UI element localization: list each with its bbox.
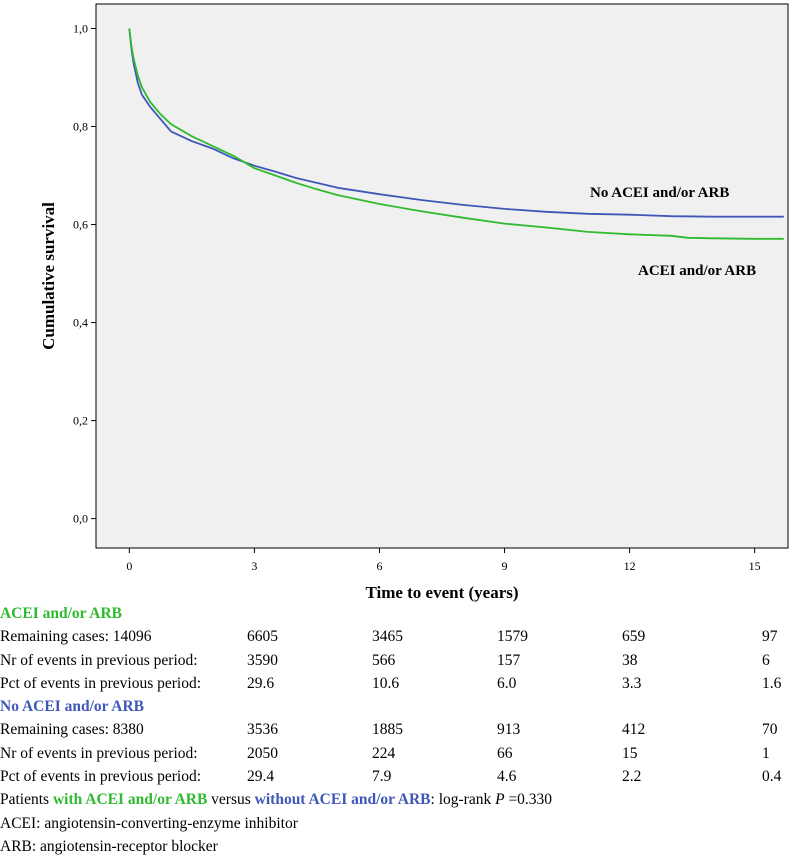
table-cell: 913	[497, 721, 521, 739]
table-cell: 3.3	[622, 674, 642, 692]
row-label: Pct of events in previous period:	[0, 674, 202, 692]
table-cell: 7.9	[372, 768, 392, 786]
table-cell: 3536	[247, 721, 278, 739]
table-row: Pct of events in previous period: 29.6 1…	[0, 672, 800, 695]
table-row: Nr of events in previous period: 3590 56…	[0, 649, 800, 672]
table-cell: 29.4	[247, 768, 275, 786]
x-tick-label: 12	[624, 559, 636, 573]
table-row: Remaining cases: 8380 3536 1885 913 412 …	[0, 718, 800, 741]
table-cell: 38	[622, 651, 638, 669]
logrank-without-group: without ACEI and/or ARB	[254, 791, 431, 809]
y-tick-label: 0,0	[73, 512, 88, 526]
series-label-acei: ACEI and/or ARB	[638, 263, 756, 279]
table-cell: 4.6	[497, 768, 517, 786]
x-tick-label: 3	[251, 559, 257, 573]
acei-definition: ACEI: angiotensin-converting-enzyme inhi…	[0, 814, 298, 832]
y-tick-label: 0,4	[73, 316, 88, 330]
group-header-acei: ACEI and/or ARB	[0, 602, 800, 625]
y-axis-title: Cumulative survival	[39, 202, 58, 350]
row-label: Remaining cases: 8380	[0, 721, 144, 739]
table-cell: 1579	[497, 628, 528, 646]
logrank-versus: versus	[207, 791, 255, 809]
table-cell: 2.2	[622, 768, 642, 786]
x-tick-label: 15	[749, 559, 761, 573]
y-tick-label: 1,0	[73, 22, 88, 36]
x-axis-title: Time to event (years)	[365, 583, 518, 602]
table-cell: 224	[372, 744, 396, 762]
table-cell: 1885	[372, 721, 403, 739]
table-cell: 10.6	[372, 674, 400, 692]
group-header-no-acei: No ACEI and/or ARB	[0, 695, 800, 718]
table-cell: 0.4	[762, 768, 782, 786]
y-tick-label: 0,6	[73, 218, 88, 232]
series-line-no-acei	[128, 28, 784, 218]
p-value: =0.330	[504, 791, 553, 809]
table-cell: 1.6	[762, 674, 782, 692]
table-row: Nr of events in previous period: 2050 22…	[0, 742, 800, 765]
table-cell: 6605	[247, 628, 278, 646]
x-tick-label: 9	[502, 559, 508, 573]
y-tick-label: 0,2	[73, 414, 88, 428]
y-tick-label: 0,8	[73, 120, 88, 134]
table-cell: 1	[762, 744, 770, 762]
y-axis: 0,0 0,2 0,4 0,6 0,8 1,0	[73, 22, 96, 526]
plot-area	[95, 3, 789, 549]
x-axis: 0 3 6 9 12 15	[126, 548, 761, 573]
table-cell: 29.6	[247, 674, 275, 692]
table-cell: 3590	[247, 651, 278, 669]
table-cell: 412	[622, 721, 646, 739]
logrank-with-group: with ACEI and/or ARB	[52, 791, 208, 809]
survival-chart: 0,0 0,2 0,4 0,6 0,8 1,0 0 3 6 9 12 15 Cumulative s…	[39, 3, 789, 602]
table-cell: 70	[762, 721, 778, 739]
group-label-no-acei: No ACEI and/or ARB	[0, 698, 144, 716]
table-cell: 2050	[247, 744, 278, 762]
row-label: Nr of events in previous period:	[0, 744, 198, 762]
series-line-acei	[128, 28, 784, 240]
arb-definition: ARB: angiotensin-receptor blocker	[0, 837, 218, 855]
risk-table: ACEI and/or ARB Remaining cases: 14096 6…	[0, 602, 800, 858]
table-cell: 659	[622, 628, 646, 646]
x-tick-label: 0	[126, 559, 132, 573]
table-cell: 66	[497, 744, 513, 762]
table-cell: 157	[497, 651, 521, 669]
logrank-note: Patients with ACEI and/or ARB versus wit…	[0, 788, 800, 811]
table-row: Remaining cases: 14096 6605 3465 1579 65…	[0, 625, 800, 648]
table-cell: 97	[762, 628, 778, 646]
row-label: Pct of events in previous period:	[0, 768, 202, 786]
logrank-prefix: Patients	[0, 791, 53, 809]
x-tick-label: 6	[376, 559, 382, 573]
group-label-acei: ACEI and/or ARB	[0, 605, 123, 622]
table-cell: 3465	[372, 628, 403, 646]
row-label: Nr of events in previous period:	[0, 651, 198, 669]
series-label-no-acei: No ACEI and/or ARB	[590, 185, 729, 201]
table-cell: 6	[762, 651, 770, 669]
table-cell: 6.0	[497, 674, 517, 692]
series-lines	[128, 28, 784, 240]
logrank-stat-prefix: : log-rank	[430, 791, 496, 809]
p-symbol: P	[495, 791, 505, 809]
table-cell: 566	[372, 651, 396, 669]
table-cell: 15	[622, 744, 638, 762]
row-label: Remaining cases: 14096	[0, 628, 152, 646]
table-row: Pct of events in previous period: 29.4 7…	[0, 765, 800, 788]
